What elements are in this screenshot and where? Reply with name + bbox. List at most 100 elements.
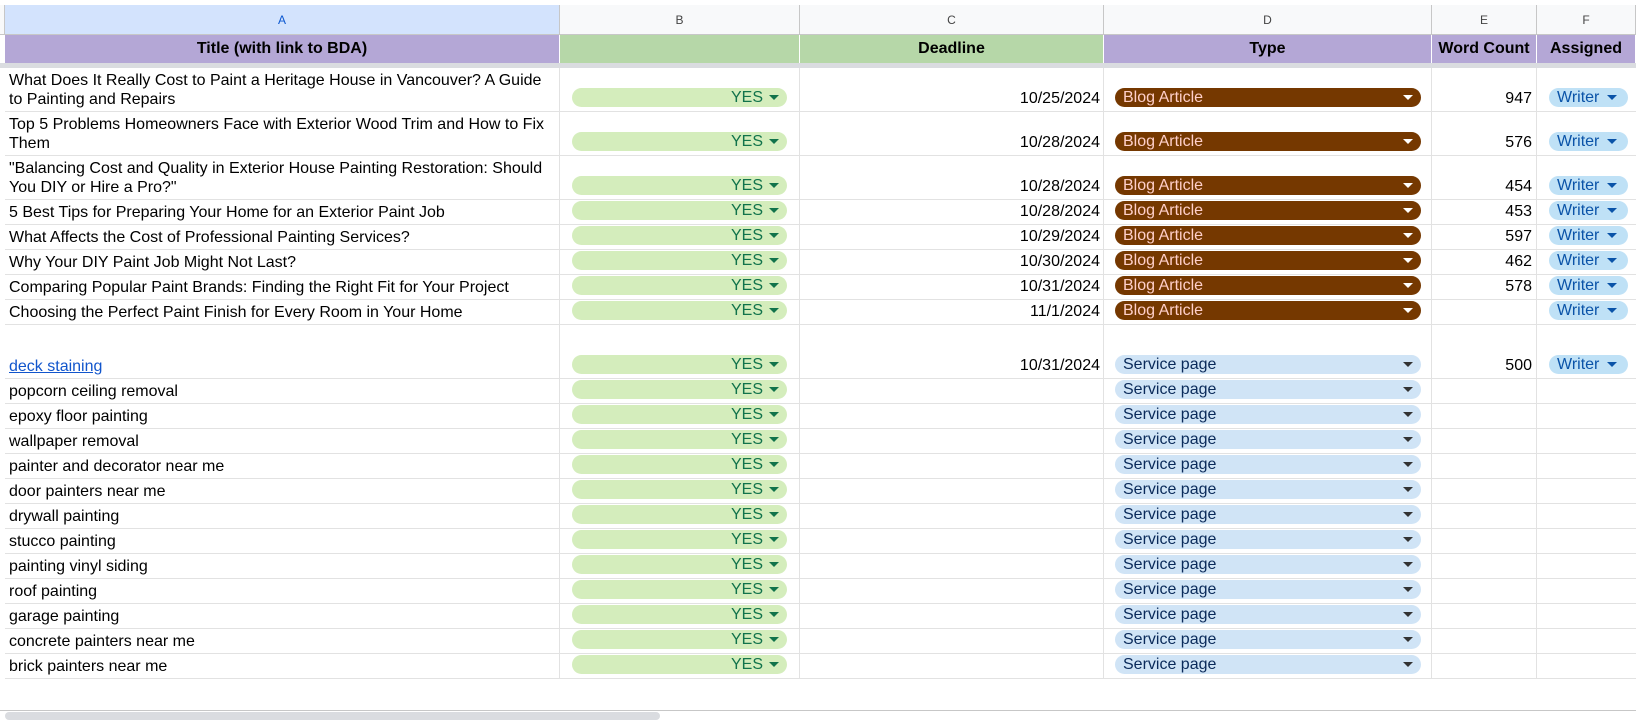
type-dropdown[interactable]: Service page (1115, 630, 1421, 649)
column-header-d[interactable]: D (1104, 5, 1432, 35)
word-count-cell[interactable] (1432, 554, 1537, 578)
title-cell[interactable]: wallpaper removal (5, 429, 560, 453)
assigned-dropdown[interactable]: Writer (1549, 355, 1628, 374)
title-cell[interactable]: garage painting (5, 604, 560, 628)
deadline-cell[interactable] (800, 379, 1104, 403)
status-cell[interactable]: YES (560, 654, 800, 678)
status-cell[interactable]: YES (560, 554, 800, 578)
type-dropdown[interactable]: Service page (1115, 580, 1421, 599)
title-cell[interactable]: Why Your DIY Paint Job Might Not Last? (5, 250, 560, 274)
deadline-cell[interactable]: 10/28/2024 (800, 156, 1104, 199)
word-count-cell[interactable] (1432, 654, 1537, 678)
assigned-cell[interactable] (1537, 454, 1636, 478)
deadline-cell[interactable] (800, 529, 1104, 553)
type-cell[interactable]: Blog Article (1104, 156, 1432, 199)
status-dropdown[interactable]: YES (572, 176, 787, 195)
type-dropdown[interactable]: Service page (1115, 655, 1421, 674)
deadline-cell[interactable]: 10/28/2024 (800, 112, 1104, 155)
word-count-cell[interactable]: 597 (1432, 225, 1537, 249)
assigned-cell[interactable] (1537, 429, 1636, 453)
type-dropdown[interactable]: Blog Article (1115, 251, 1421, 270)
type-cell[interactable]: Blog Article (1104, 275, 1432, 299)
type-dropdown[interactable]: Blog Article (1115, 201, 1421, 220)
assigned-dropdown[interactable]: Writer (1549, 276, 1628, 295)
title-cell[interactable]: concrete painters near me (5, 629, 560, 653)
status-cell[interactable]: YES (560, 200, 800, 224)
title-cell[interactable]: painting vinyl siding (5, 554, 560, 578)
status-cell[interactable]: YES (560, 68, 800, 111)
status-dropdown[interactable]: YES (572, 655, 787, 674)
type-dropdown[interactable]: Service page (1115, 605, 1421, 624)
status-dropdown[interactable]: YES (572, 630, 787, 649)
assigned-cell[interactable]: Writer (1537, 325, 1636, 378)
deadline-cell[interactable] (800, 604, 1104, 628)
type-cell[interactable]: Service page (1104, 325, 1432, 378)
type-dropdown[interactable]: Service page (1115, 405, 1421, 424)
type-dropdown[interactable]: Service page (1115, 530, 1421, 549)
type-cell[interactable]: Service page (1104, 654, 1432, 678)
column-header-a[interactable]: A (5, 5, 560, 35)
assigned-dropdown[interactable]: Writer (1549, 251, 1628, 270)
assigned-cell[interactable]: Writer (1537, 275, 1636, 299)
type-dropdown[interactable]: Service page (1115, 555, 1421, 574)
status-cell[interactable]: YES (560, 629, 800, 653)
deadline-cell[interactable]: 11/1/2024 (800, 300, 1104, 324)
header-deadline[interactable]: Deadline (800, 35, 1104, 63)
deadline-cell[interactable] (800, 629, 1104, 653)
status-cell[interactable]: YES (560, 300, 800, 324)
word-count-cell[interactable] (1432, 579, 1537, 603)
type-cell[interactable]: Service page (1104, 404, 1432, 428)
status-cell[interactable]: YES (560, 225, 800, 249)
title-cell[interactable]: door painters near me (5, 479, 560, 503)
assigned-cell[interactable]: Writer (1537, 300, 1636, 324)
type-dropdown[interactable]: Blog Article (1115, 132, 1421, 151)
type-dropdown[interactable]: Service page (1115, 480, 1421, 499)
assigned-cell[interactable] (1537, 529, 1636, 553)
type-cell[interactable]: Service page (1104, 554, 1432, 578)
type-cell[interactable]: Service page (1104, 429, 1432, 453)
type-dropdown[interactable]: Blog Article (1115, 276, 1421, 295)
status-dropdown[interactable]: YES (572, 505, 787, 524)
deadline-cell[interactable] (800, 404, 1104, 428)
assigned-cell[interactable] (1537, 604, 1636, 628)
word-count-cell[interactable]: 576 (1432, 112, 1537, 155)
freeze-divider[interactable] (0, 63, 1636, 68)
status-dropdown[interactable]: YES (572, 226, 787, 245)
title-cell[interactable]: Choosing the Perfect Paint Finish for Ev… (5, 300, 560, 324)
word-count-cell[interactable] (1432, 454, 1537, 478)
assigned-cell[interactable]: Writer (1537, 112, 1636, 155)
deadline-cell[interactable]: 10/25/2024 (800, 68, 1104, 111)
status-dropdown[interactable]: YES (572, 405, 787, 424)
type-dropdown[interactable]: Service page (1115, 380, 1421, 399)
deadline-cell[interactable]: 10/29/2024 (800, 225, 1104, 249)
title-cell[interactable]: deck staining (5, 325, 560, 378)
title-cell[interactable]: painter and decorator near me (5, 454, 560, 478)
type-cell[interactable]: Blog Article (1104, 68, 1432, 111)
type-dropdown[interactable]: Blog Article (1115, 176, 1421, 195)
title-cell[interactable]: stucco painting (5, 529, 560, 553)
title-cell[interactable]: 5 Best Tips for Preparing Your Home for … (5, 200, 560, 224)
deadline-cell[interactable] (800, 504, 1104, 528)
status-dropdown[interactable]: YES (572, 455, 787, 474)
status-dropdown[interactable]: YES (572, 251, 787, 270)
deadline-cell[interactable] (800, 579, 1104, 603)
status-cell[interactable]: YES (560, 529, 800, 553)
column-header-e[interactable]: E (1432, 5, 1537, 35)
word-count-cell[interactable] (1432, 404, 1537, 428)
assigned-cell[interactable] (1537, 579, 1636, 603)
status-cell[interactable]: YES (560, 454, 800, 478)
assigned-cell[interactable]: Writer (1537, 156, 1636, 199)
assigned-dropdown[interactable]: Writer (1549, 201, 1628, 220)
word-count-cell[interactable]: 462 (1432, 250, 1537, 274)
word-count-cell[interactable] (1432, 479, 1537, 503)
word-count-cell[interactable] (1432, 379, 1537, 403)
status-cell[interactable]: YES (560, 275, 800, 299)
status-cell[interactable]: YES (560, 504, 800, 528)
header-b[interactable] (560, 35, 800, 63)
type-cell[interactable]: Blog Article (1104, 225, 1432, 249)
header-type[interactable]: Type (1104, 35, 1432, 63)
assigned-cell[interactable] (1537, 504, 1636, 528)
horizontal-scrollbar[interactable] (5, 712, 660, 720)
select-all-corner[interactable] (0, 5, 5, 35)
type-cell[interactable]: Service page (1104, 454, 1432, 478)
